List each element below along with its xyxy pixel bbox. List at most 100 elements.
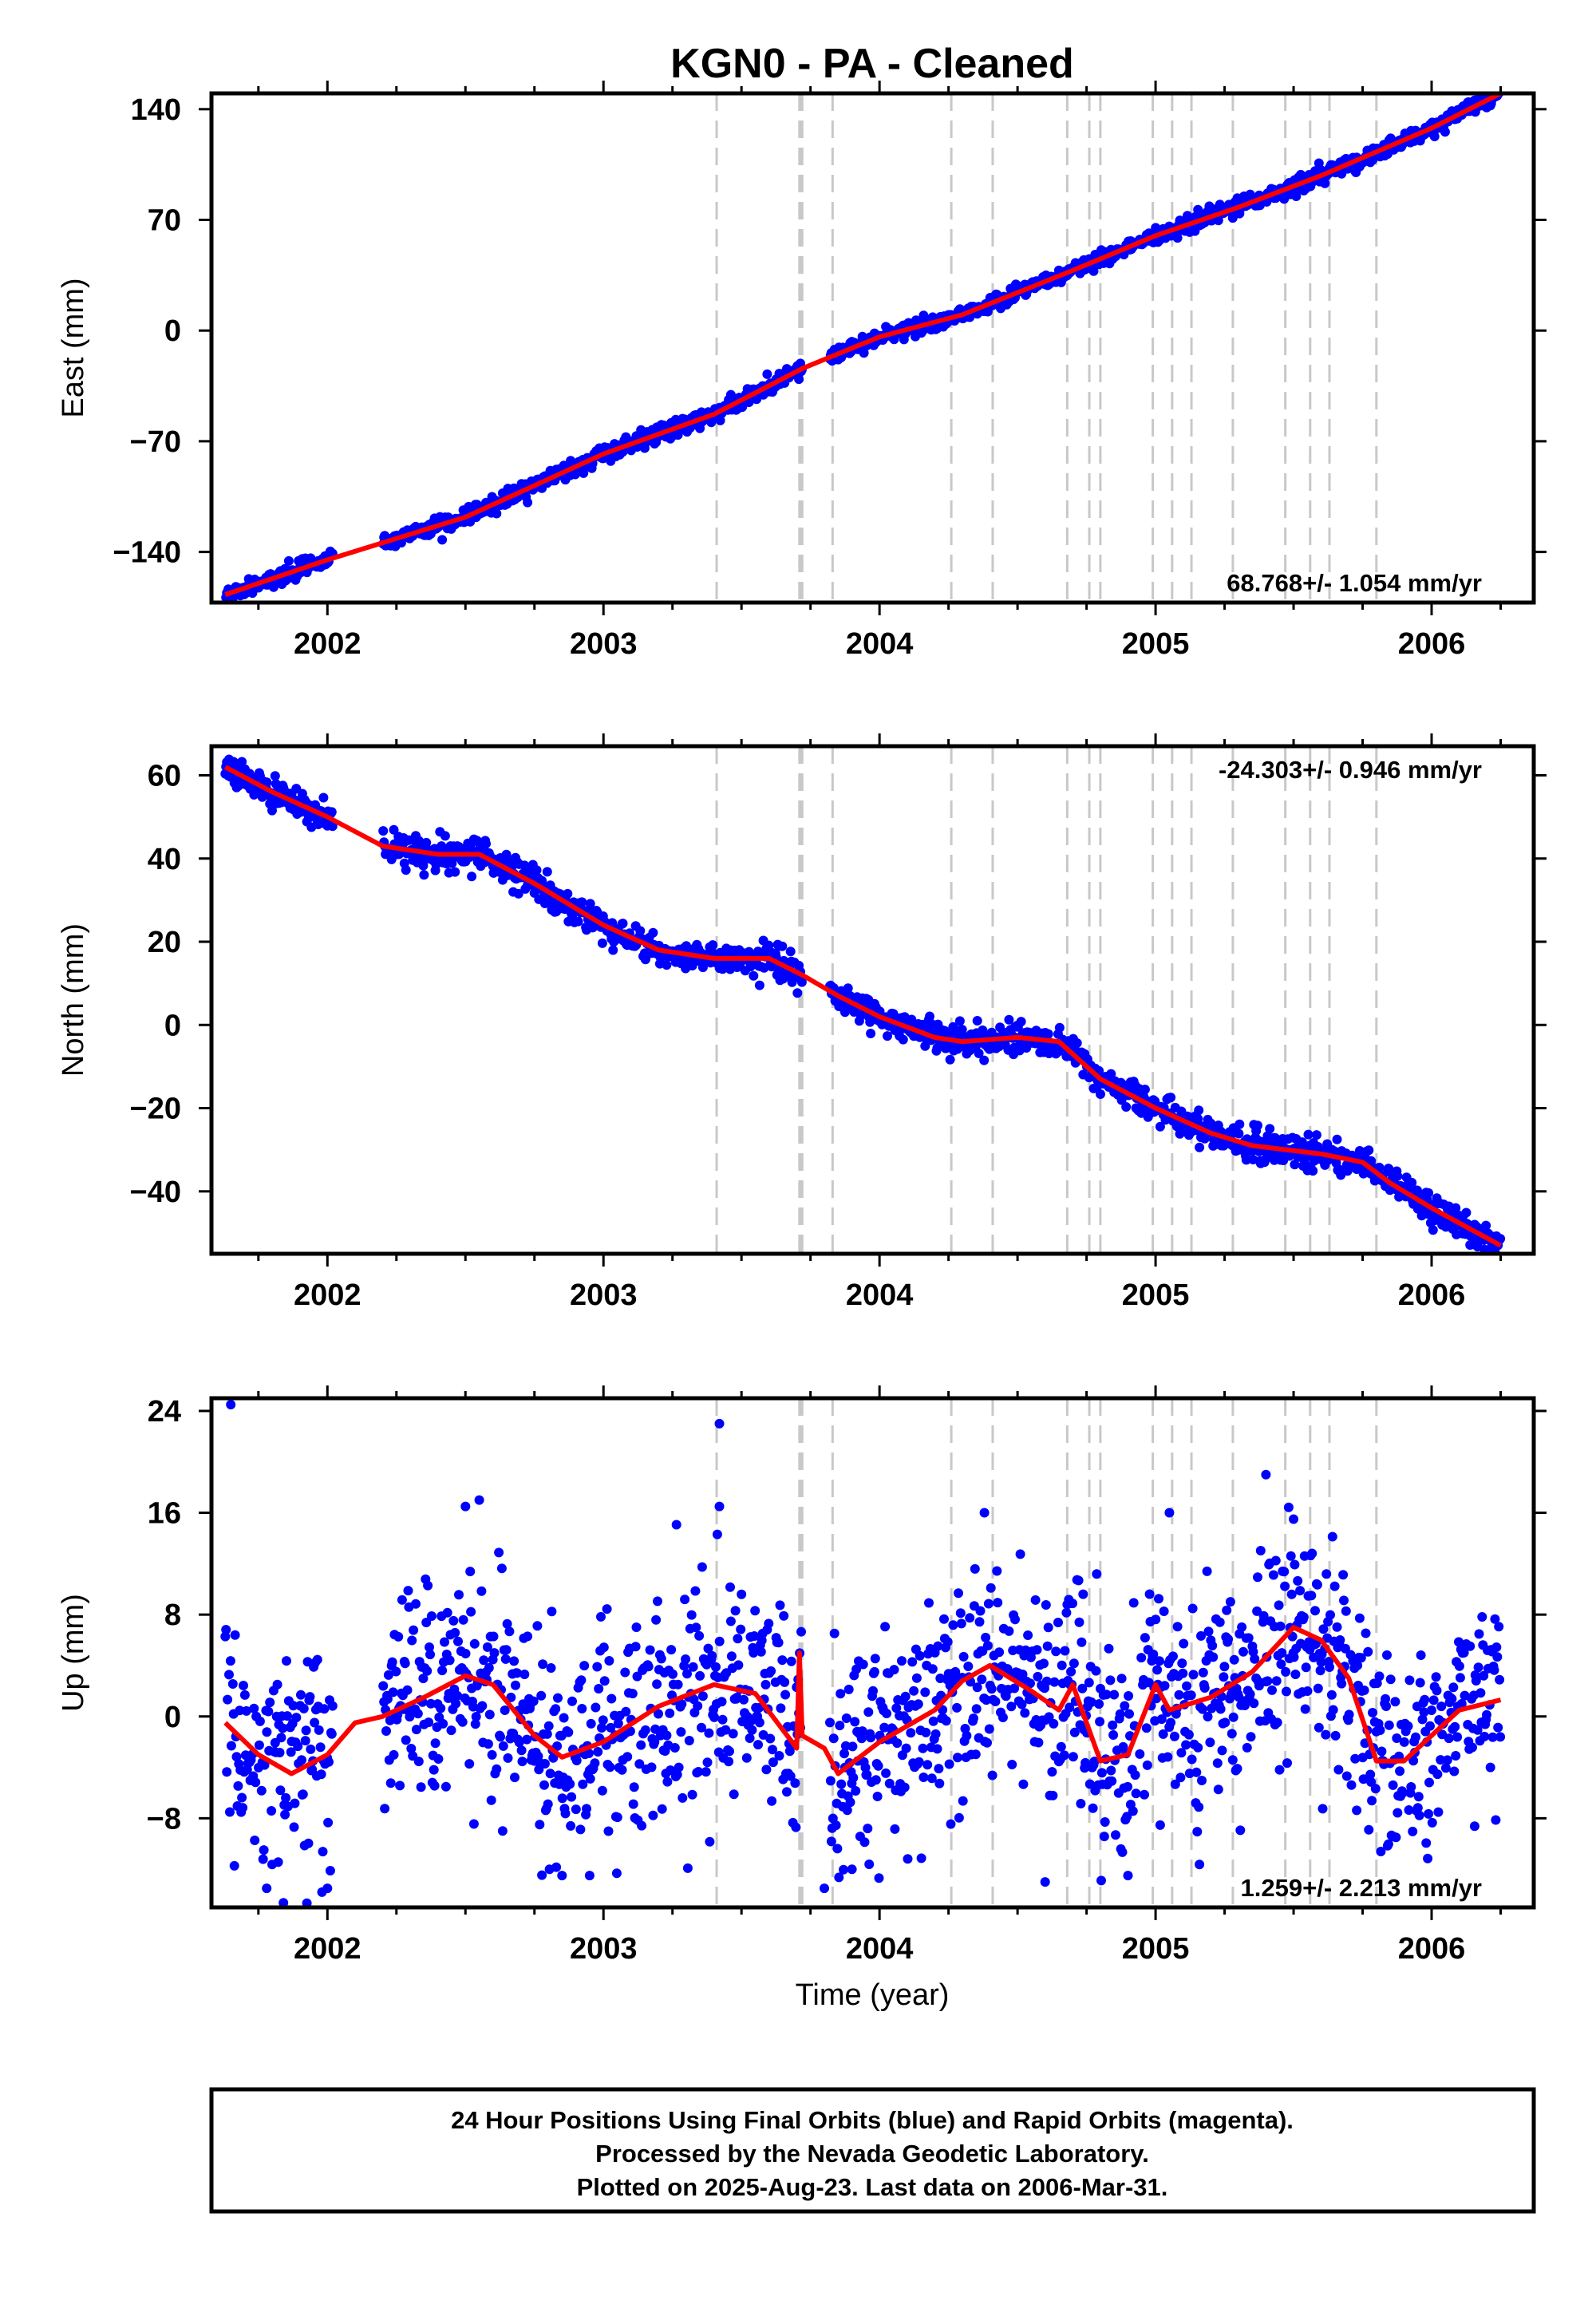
data-point (446, 1725, 456, 1736)
data-point (1194, 1105, 1204, 1116)
data-point (1092, 1569, 1102, 1579)
data-point (882, 1709, 891, 1718)
data-point (488, 1631, 499, 1642)
data-point (1174, 1690, 1184, 1700)
data-point (1203, 1626, 1214, 1637)
data-point (836, 1689, 846, 1699)
data-point (780, 1690, 791, 1700)
y-ticks: −140 −70 0 70 140 (113, 93, 1547, 570)
data-point (914, 1757, 924, 1767)
data-point (278, 1723, 288, 1733)
data-point (1212, 1758, 1223, 1769)
x-tick-label: 2005 (1122, 627, 1190, 661)
data-point (545, 1769, 555, 1779)
data-point (1100, 1817, 1110, 1827)
data-point (1168, 1651, 1178, 1662)
data-point (1301, 1662, 1311, 1673)
fit-group (224, 93, 1502, 597)
data-point (407, 1635, 417, 1646)
data-point (1270, 1555, 1281, 1566)
data-point (275, 1785, 286, 1796)
y-tick-label: 0 (164, 1701, 181, 1734)
data-point (502, 1618, 512, 1629)
data-point (1084, 1779, 1095, 1789)
data-point (863, 1707, 874, 1717)
data-point (1365, 1769, 1376, 1780)
data-point (1166, 1093, 1176, 1103)
x-tick-label: 2004 (846, 1279, 914, 1312)
y-tick-label: 24 (148, 1395, 181, 1429)
data-point (1049, 1718, 1059, 1729)
data-point (1374, 1162, 1385, 1172)
data-point (1057, 1660, 1067, 1670)
data-point (1411, 1732, 1420, 1742)
data-point (1291, 192, 1302, 201)
data-point (228, 757, 239, 767)
data-point (1364, 1824, 1374, 1835)
data-point (1249, 1698, 1259, 1709)
data-point (903, 1854, 913, 1864)
data-point (826, 1836, 836, 1847)
data-point (250, 1836, 260, 1845)
data-point (684, 1736, 694, 1745)
data-point (883, 1031, 892, 1041)
data-point (714, 1501, 725, 1512)
data-point (1267, 1685, 1277, 1695)
panel-east: 2002 2003 2004 2005 2006 −140 −70 0 70 140 East (m… (57, 81, 1547, 661)
data-point (820, 1883, 829, 1894)
data-point (440, 1781, 451, 1792)
data-point (586, 1718, 596, 1729)
data-point (901, 1743, 911, 1753)
data-point (1159, 1607, 1169, 1616)
data-point (777, 941, 788, 951)
data-point (979, 1508, 990, 1518)
data-point (409, 1625, 419, 1635)
data-point (444, 1655, 455, 1666)
data-point (596, 1611, 606, 1622)
data-point (1025, 1678, 1035, 1689)
data-point (539, 1780, 549, 1790)
data-point (1187, 1754, 1197, 1765)
data-point (225, 1807, 235, 1817)
data-point (1059, 1750, 1069, 1761)
data-point (754, 1703, 764, 1713)
data-point (298, 1789, 308, 1800)
x-ticks: 2002 2003 2004 2005 2006 (257, 733, 1502, 1312)
data-point (383, 1670, 393, 1680)
data-point (231, 1752, 242, 1762)
data-point (1192, 1827, 1203, 1837)
data-point (922, 1760, 933, 1770)
data-point (547, 1607, 557, 1617)
data-point (1040, 1877, 1050, 1887)
data-point (1492, 1652, 1503, 1662)
data-point (496, 1563, 507, 1574)
data-point (513, 888, 523, 899)
y-tick-label: −20 (130, 1093, 181, 1126)
data-point (1223, 1634, 1234, 1644)
data-point (785, 1771, 796, 1781)
data-point (1321, 1569, 1332, 1579)
data-point (1049, 1677, 1060, 1687)
data-point (1238, 1646, 1248, 1657)
data-point (433, 1754, 444, 1764)
data-point (863, 1824, 873, 1834)
data-point (1043, 1029, 1053, 1039)
data-point (1361, 1628, 1371, 1638)
data-point (954, 1812, 964, 1823)
footer-box: 24 Hour Positions Using Final Orbits (bl… (209, 2087, 1536, 2214)
data-point (627, 1689, 638, 1699)
data-point (1420, 1694, 1430, 1705)
data-point (559, 1713, 569, 1723)
data-point (944, 1759, 954, 1769)
data-point (1246, 1732, 1256, 1742)
data-point (631, 1622, 642, 1632)
data-point (425, 1698, 436, 1709)
data-point (1152, 1694, 1162, 1704)
data-point (423, 1580, 433, 1591)
data-point (1424, 1188, 1434, 1198)
data-point (553, 1693, 563, 1703)
data-point (1393, 1171, 1403, 1181)
x-tick-label: 2002 (294, 1279, 361, 1312)
data-point (1262, 1676, 1273, 1686)
data-point (1191, 1767, 1202, 1777)
